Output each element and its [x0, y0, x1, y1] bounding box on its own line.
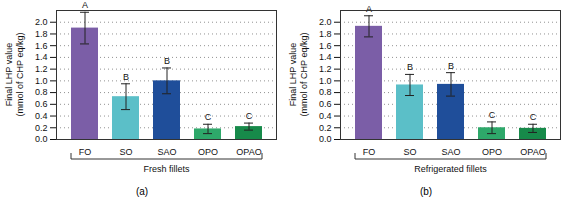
svg-text:OPAO: OPAO: [520, 147, 545, 157]
svg-text:FO: FO: [363, 147, 376, 157]
svg-text:0.6: 0.6: [35, 99, 48, 109]
svg-text:B: B: [123, 72, 129, 82]
svg-text:OPO: OPO: [482, 147, 502, 157]
svg-text:OPAO: OPAO: [236, 147, 261, 157]
svg-text:A: A: [82, 0, 88, 10]
svg-text:1.6: 1.6: [35, 41, 48, 51]
svg-text:0.0: 0.0: [35, 134, 48, 144]
svg-text:Refrigerated fillets: Refrigerated fillets: [414, 164, 487, 174]
svg-text:1.8: 1.8: [319, 29, 332, 39]
svg-text:Fresh fillets: Fresh fillets: [143, 164, 190, 174]
svg-text:B: B: [164, 56, 170, 66]
svg-text:2.0: 2.0: [35, 17, 48, 27]
svg-text:0.8: 0.8: [319, 87, 332, 97]
svg-text:SAO: SAO: [441, 147, 460, 157]
svg-text:OPO: OPO: [198, 147, 218, 157]
svg-text:Final LHP value(mmol of CHP eq: Final LHP value(mmol of CHP eq/kg): [288, 33, 309, 117]
svg-text:1.0: 1.0: [35, 76, 48, 86]
svg-text:FO: FO: [79, 147, 92, 157]
svg-text:B: B: [407, 62, 413, 72]
html-text:(a): (a): [135, 186, 149, 197]
svg-text:C: C: [205, 112, 212, 122]
svg-text:1.6: 1.6: [319, 41, 332, 51]
svg-text:B: B: [448, 61, 454, 71]
svg-text:0.2: 0.2: [35, 123, 48, 133]
svg-text:0.4: 0.4: [319, 111, 332, 121]
svg-text:0.6: 0.6: [319, 99, 332, 109]
svg-text:1.4: 1.4: [35, 52, 48, 62]
svg-text:Final LHP value(mmol of CHP eq: Final LHP value(mmol of CHP eq/kg): [4, 33, 25, 117]
svg-text:A: A: [366, 4, 372, 14]
svg-text:C: C: [489, 110, 496, 120]
svg-text:0.8: 0.8: [35, 87, 48, 97]
svg-text:SO: SO: [403, 147, 416, 157]
svg-text:SO: SO: [119, 147, 132, 157]
svg-text:C: C: [530, 112, 537, 122]
svg-text:C: C: [246, 111, 253, 121]
svg-text:1.2: 1.2: [35, 64, 48, 74]
svg-text:0.4: 0.4: [35, 111, 48, 121]
svg-text:1.2: 1.2: [319, 64, 332, 74]
svg-text:2.0: 2.0: [319, 17, 332, 27]
html-text:(b): (b): [419, 186, 433, 197]
svg-text:1.0: 1.0: [319, 76, 332, 86]
svg-text:0.0: 0.0: [319, 134, 332, 144]
svg-text:1.8: 1.8: [35, 29, 48, 39]
svg-text:SAO: SAO: [157, 147, 176, 157]
svg-text:0.2: 0.2: [319, 123, 332, 133]
svg-text:1.4: 1.4: [319, 52, 332, 62]
